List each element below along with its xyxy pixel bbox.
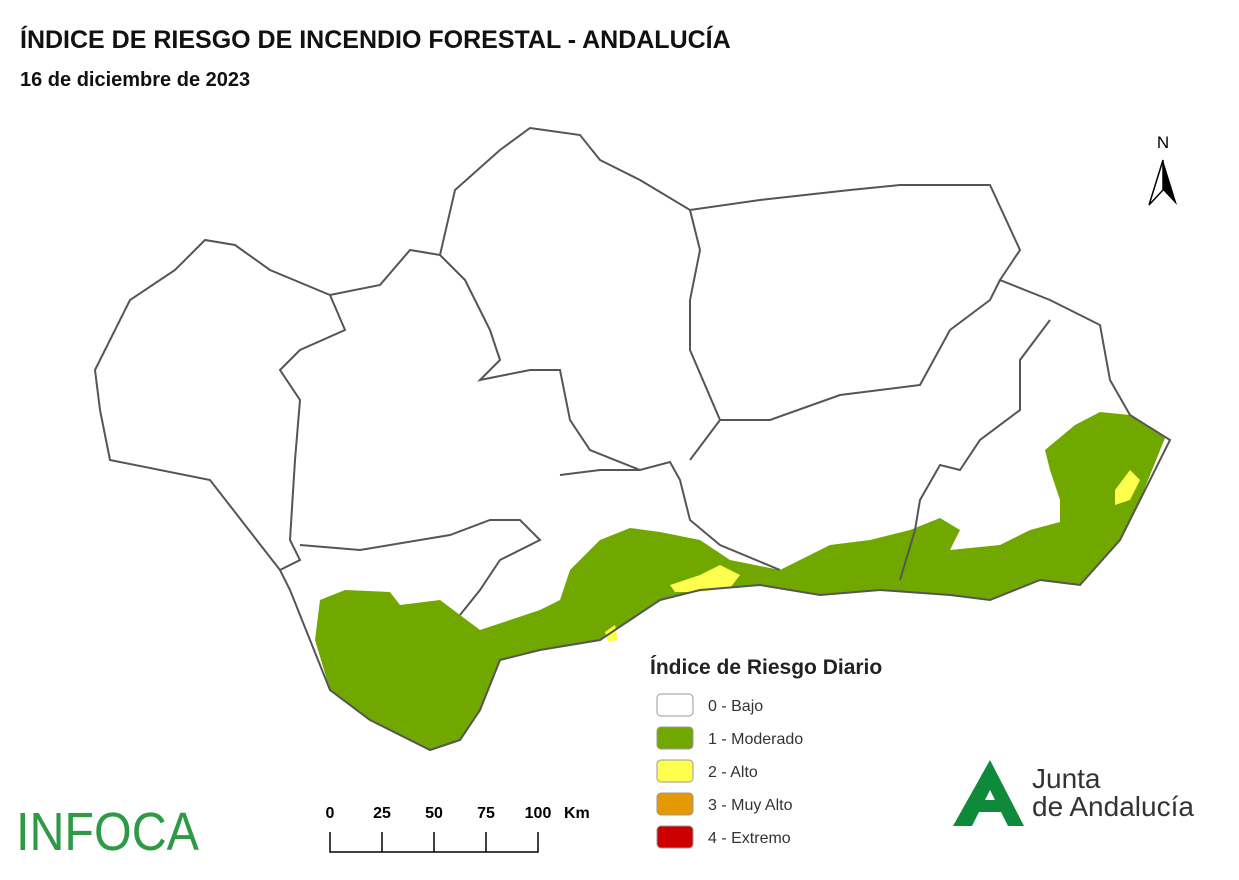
risk-area-high — [1115, 470, 1140, 505]
legend-label: 2 - Alto — [708, 764, 758, 781]
legend-swatch — [656, 693, 694, 717]
scale-label: 100 — [525, 805, 552, 822]
legend-swatch — [656, 726, 694, 750]
north-arrow: N — [1148, 133, 1177, 206]
province-border — [278, 209, 1051, 616]
region-outline — [95, 128, 1170, 750]
risk-area-high — [670, 565, 740, 592]
title: ÍNDICE DE RIESGO DE INCENDIO FORESTAL - … — [20, 25, 731, 54]
infoca-logo: INFOCA — [16, 802, 199, 862]
junta-logo-text: Junta — [1032, 763, 1101, 794]
risk-area-moderate — [315, 412, 1165, 750]
legend-swatch — [656, 792, 694, 816]
legend-label: 0 - Bajo — [708, 698, 763, 715]
junta-logo: Junta de Andalucía — [953, 760, 1194, 826]
subtitle: 16 de diciembre de 2023 — [20, 69, 250, 91]
legend-title: Índice de Riesgo Diario — [650, 656, 882, 679]
region-border — [93, 126, 1172, 752]
scale-bar: 0 25 50 75 100 Km — [326, 805, 590, 853]
legend: Índice de Riesgo Diario 0 - Bajo 1 - Mode… — [650, 656, 882, 849]
legend-swatch — [656, 825, 694, 849]
scale-label: 50 — [425, 805, 443, 822]
scale-unit: Km — [564, 805, 590, 822]
legend-swatch — [656, 759, 694, 783]
map-regions — [93, 126, 1172, 752]
legend-label: 4 - Extremo — [708, 830, 791, 847]
junta-logo-bar — [978, 800, 1010, 812]
scale-label: 0 — [326, 805, 335, 822]
junta-logo-text: de Andalucía — [1032, 791, 1194, 822]
scale-label: 75 — [477, 805, 495, 822]
north-label: N — [1157, 133, 1169, 152]
north-arrow-right — [1163, 160, 1177, 205]
scale-label: 25 — [373, 805, 391, 822]
junta-logo-mark — [953, 760, 1024, 826]
scale-bar-line — [329, 832, 539, 853]
north-arrow-left — [1148, 159, 1164, 206]
legend-label: 1 - Moderado — [708, 731, 803, 748]
legend-label: 3 - Muy Alto — [708, 797, 793, 814]
